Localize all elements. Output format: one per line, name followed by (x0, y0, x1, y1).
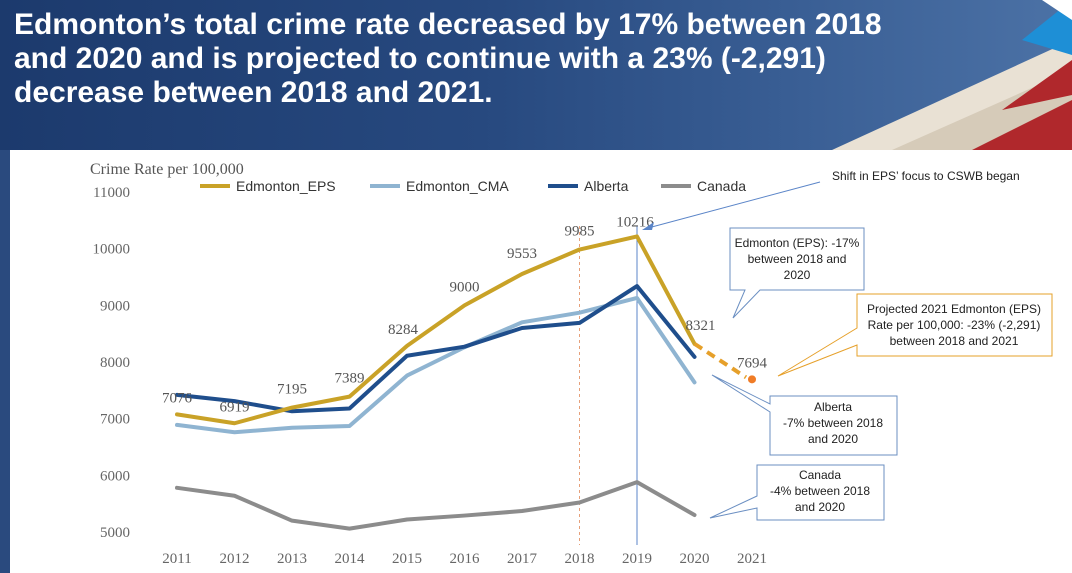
series-line-Canada (175, 480, 697, 531)
annotation-projected: Projected 2021 Edmonton (EPS) Rate per 1… (777, 293, 1053, 377)
data-label-2017: 9553 (507, 246, 537, 262)
annotation-canada-line2: -4% between 2018 (770, 484, 870, 498)
y-tick-labels: 11000 10000 9000 8000 7000 6000 5000 (93, 185, 131, 541)
x-tick-label: 2021 (737, 551, 767, 567)
annotation-canada-line3: and 2020 (795, 500, 845, 514)
annotation-alberta-line2: -7% between 2018 (783, 416, 883, 430)
annotation-alberta-line1: Alberta (814, 400, 852, 414)
title-banner: Edmonton’s total crime rate decreased by… (0, 0, 1072, 150)
annotation-eps-line1: Edmonton (EPS): -17% (735, 236, 860, 250)
data-label-2019: 10216 (616, 214, 654, 230)
legend-label-Edmonton_CMA: Edmonton_CMA (406, 178, 509, 194)
legend: Edmonton_EPS Edmonton_CMA Alberta Canada (200, 178, 746, 194)
annotation-canada-line1: Canada (799, 468, 841, 482)
y-tick-label: 9000 (100, 298, 130, 314)
annotation-shift-arrow (647, 181, 821, 229)
y-tick-label: 7000 (100, 412, 130, 428)
data-label-2015: 8284 (388, 322, 419, 338)
data-label-projection: 7694 (737, 355, 768, 371)
legend-label-Alberta: Alberta (584, 178, 629, 194)
x-tick-label: 2018 (565, 551, 595, 567)
y-tick-label: 6000 (100, 468, 130, 484)
annotation-eps: Edmonton (EPS): -17% between 2018 and 20… (729, 227, 865, 319)
data-label-2011: 7076 (162, 390, 193, 406)
annotation-shift-arrowhead (642, 222, 654, 230)
annotation-canada: Canada -4% between 2018 and 2020 (709, 464, 885, 521)
y-tick-label: 11000 (93, 185, 130, 201)
series-lines (175, 234, 756, 531)
annotation-projected-line1: Projected 2021 Edmonton (EPS) (867, 302, 1041, 316)
annotation-projected-line2: Rate per 100,000: -23% (-2,291) (868, 318, 1041, 332)
data-label-2012: 6919 (220, 399, 250, 415)
x-tick-labels: 2011 2012 2013 2014 2015 2016 2017 2018 2019 2020… (162, 551, 767, 567)
data-label-2013: 7195 (277, 382, 307, 398)
series-line-Edmonton_EPS (175, 234, 697, 426)
annotation-eps-line3: 2020 (784, 268, 811, 282)
projection-line (693, 342, 748, 380)
data-label-2018: 9985 (565, 224, 595, 240)
annotation-alberta: Alberta -7% between 2018 and 2020 (711, 374, 898, 456)
legend-label-Canada: Canada (697, 178, 746, 194)
x-tick-label: 2017 (507, 551, 538, 567)
x-tick-label: 2013 (277, 551, 307, 567)
banner-decoration (832, 0, 1072, 150)
x-tick-label: 2016 (450, 551, 481, 567)
series-line-Alberta (175, 284, 697, 414)
y-tick-label: 5000 (100, 525, 130, 541)
annotation-alberta-line3: and 2020 (808, 432, 858, 446)
annotation-shift: Shift in EPS’ focus to CSWB began (642, 169, 1020, 230)
y-axis-label: Crime Rate per 100,000 (90, 161, 244, 178)
annotation-eps-line2: between 2018 and (748, 252, 847, 266)
legend-label-Edmonton_EPS: Edmonton_EPS (236, 178, 336, 194)
left-accent-bar (0, 150, 10, 573)
x-tick-label: 2011 (162, 551, 191, 567)
annotation-shift-text: Shift in EPS’ focus to CSWB began (832, 169, 1020, 183)
x-tick-label: 2012 (220, 551, 250, 567)
projection-point (748, 375, 756, 384)
data-label-2020: 8321 (686, 318, 716, 334)
data-label-2016: 9000 (450, 279, 480, 295)
x-tick-label: 2019 (622, 551, 652, 567)
reference-lines (579, 226, 638, 545)
series-line-Edmonton_CMA (175, 295, 697, 435)
y-tick-label: 8000 (100, 355, 130, 371)
page-title: Edmonton’s total crime rate decreased by… (14, 8, 882, 109)
x-tick-label: 2014 (335, 551, 366, 567)
x-tick-label: 2015 (392, 551, 422, 567)
crime-rate-chart: Crime Rate per 100,000 11000 10000 9000 800… (90, 161, 1053, 567)
data-labels: 7076 6919 7195 7389 8284 9000 9553 9985 10216 832… (162, 214, 768, 415)
data-label-2014: 7389 (335, 371, 365, 387)
x-tick-label: 2020 (680, 551, 710, 567)
annotation-projected-line3: between 2018 and 2021 (890, 334, 1019, 348)
y-tick-label: 10000 (93, 242, 131, 258)
